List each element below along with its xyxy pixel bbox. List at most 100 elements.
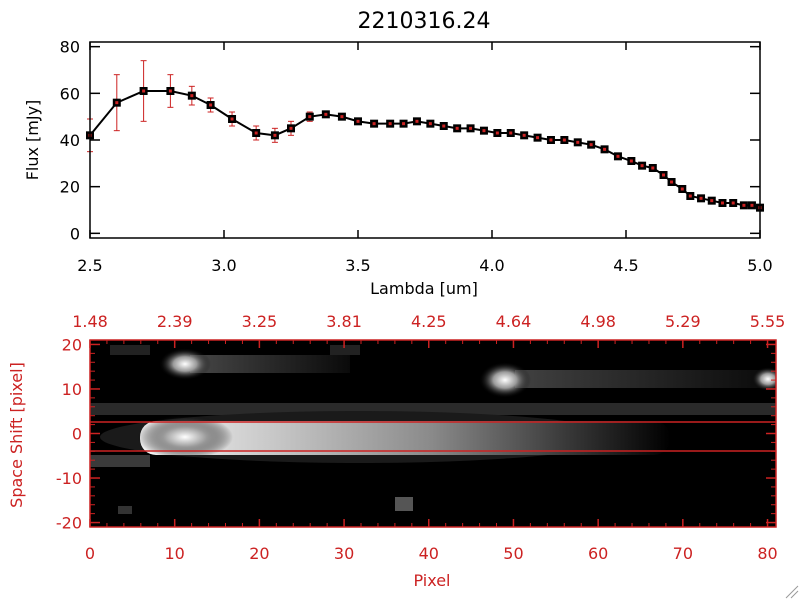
data-point-center	[495, 131, 499, 135]
data-point-center	[688, 194, 692, 198]
data-point-center	[549, 138, 553, 142]
bottom-y-tick-label: 20	[62, 335, 82, 354]
data-point-center	[289, 126, 293, 130]
bottom-y-tick-label: -10	[56, 469, 82, 488]
data-point-center	[680, 187, 684, 191]
bottom-top-tick-label: 1.48	[72, 312, 108, 331]
data-point-center	[651, 166, 655, 170]
data-point-center	[616, 154, 620, 158]
top-plot-frame	[89, 41, 761, 239]
resize-grip[interactable]	[785, 585, 799, 599]
data-point-center	[428, 122, 432, 126]
bottom-x-tick-label: 30	[334, 544, 354, 563]
data-point-center	[455, 126, 459, 130]
top-y-tick-label: 20	[60, 178, 80, 197]
data-point-center	[115, 101, 119, 105]
data-point-center	[209, 103, 213, 107]
bottom-top-tick-label: 4.25	[411, 312, 447, 331]
data-point-center	[442, 124, 446, 128]
data-point-center	[720, 201, 724, 205]
top-x-tick-label: 2.5	[77, 256, 102, 275]
source-blob-3	[752, 367, 776, 391]
bottom-x-axis-label: Pixel	[413, 571, 450, 590]
data-point-center	[562, 138, 566, 142]
top-y-tick-label: 0	[70, 224, 80, 243]
data-point-center	[629, 159, 633, 163]
bottom-x-tick-label: 0	[85, 544, 95, 563]
data-point-center	[388, 122, 392, 126]
data-point-center	[522, 133, 526, 137]
data-point-center	[340, 115, 344, 119]
data-point-center	[168, 89, 172, 93]
data-point-center	[482, 129, 486, 133]
data-point-center	[589, 143, 593, 147]
bottom-top-tick-label: 3.81	[326, 312, 362, 331]
error-bars	[87, 60, 763, 211]
bottom-plot-frame	[89, 339, 777, 528]
bottom-x-tick-label: 20	[249, 544, 269, 563]
bottom-y-tick-label: 0	[72, 425, 82, 444]
bottom-y-axis-label: Space Shift [pixel]	[7, 362, 26, 508]
data-point-center	[356, 119, 360, 123]
data-point-center	[509, 131, 513, 135]
bottom-y-tick-label: -20	[56, 514, 82, 533]
top-y-tick-labels: 0 20 40 60 80	[60, 38, 80, 244]
bottom-x-tick-label: 10	[165, 544, 185, 563]
data-point-center	[254, 131, 258, 135]
bottom-top-tick-label: 4.98	[580, 312, 616, 331]
data-point-center	[576, 140, 580, 144]
data-point-center	[699, 196, 703, 200]
top-x-tick-label: 5.0	[747, 256, 772, 275]
top-x-tick-label: 3.5	[345, 256, 370, 275]
top-y-tick-label: 40	[60, 131, 80, 150]
top-axis-ticks	[89, 42, 761, 238]
data-point-center	[536, 136, 540, 140]
data-point-center	[308, 115, 312, 119]
data-point-center	[662, 173, 666, 177]
top-x-tick-label: 3.0	[211, 256, 236, 275]
data-point-center	[469, 126, 473, 130]
bottom-top-tick-label: 5.29	[665, 312, 701, 331]
chart-title: 2210316.24	[358, 9, 491, 34]
bottom-top-tick-label: 2.39	[157, 312, 193, 331]
data-point-center	[372, 122, 376, 126]
top-y-tick-label: 60	[60, 84, 80, 103]
bottom-x-tick-label: 80	[757, 544, 777, 563]
bottom-x-tick-label: 50	[503, 544, 523, 563]
data-point-center	[230, 117, 234, 121]
spectral-image	[90, 340, 776, 527]
top-x-tick-labels: 2.5 3.0 3.5 4.0 4.5 5.0	[77, 256, 772, 275]
data-point-center	[603, 147, 607, 151]
data-point-center	[750, 203, 754, 207]
bottom-top-tick-label: 3.25	[242, 312, 278, 331]
bottom-x-tick-labels: 0 10 20 30 40 50 60 70 80	[85, 544, 778, 563]
data-point-center	[640, 164, 644, 168]
flux-points	[86, 87, 764, 212]
source-blob-2	[479, 362, 531, 398]
bottom-top-tick-labels: 1.48 2.39 3.25 3.81 4.25 4.64 4.98 5.29 5.55	[72, 312, 785, 331]
top-y-tick-label: 80	[60, 38, 80, 57]
data-point-center	[190, 94, 194, 98]
data-point-center	[415, 119, 419, 123]
data-point-center	[710, 199, 714, 203]
bottom-x-tick-label: 60	[588, 544, 608, 563]
bottom-x-tick-label: 70	[673, 544, 693, 563]
top-x-axis-label: Lambda [um]	[370, 279, 478, 298]
bottom-x-tick-label: 40	[419, 544, 439, 563]
source-blob-1	[159, 348, 211, 380]
data-point-center	[402, 122, 406, 126]
top-y-axis-label: Flux [mJy]	[23, 100, 42, 181]
bottom-top-tick-label: 5.55	[750, 312, 786, 331]
main-trace-core	[137, 415, 233, 459]
bottom-top-tick-label: 4.64	[496, 312, 532, 331]
data-point-center	[670, 180, 674, 184]
data-point-center	[742, 203, 746, 207]
bottom-y-tick-label: 10	[62, 380, 82, 399]
bottom-y-tick-labels: -20 -10 0 10 20	[56, 335, 82, 532]
data-point-center	[273, 133, 277, 137]
data-point-center	[142, 89, 146, 93]
data-point-center	[324, 112, 328, 116]
flux-series-line	[89, 90, 761, 209]
top-x-tick-label: 4.5	[613, 256, 638, 275]
